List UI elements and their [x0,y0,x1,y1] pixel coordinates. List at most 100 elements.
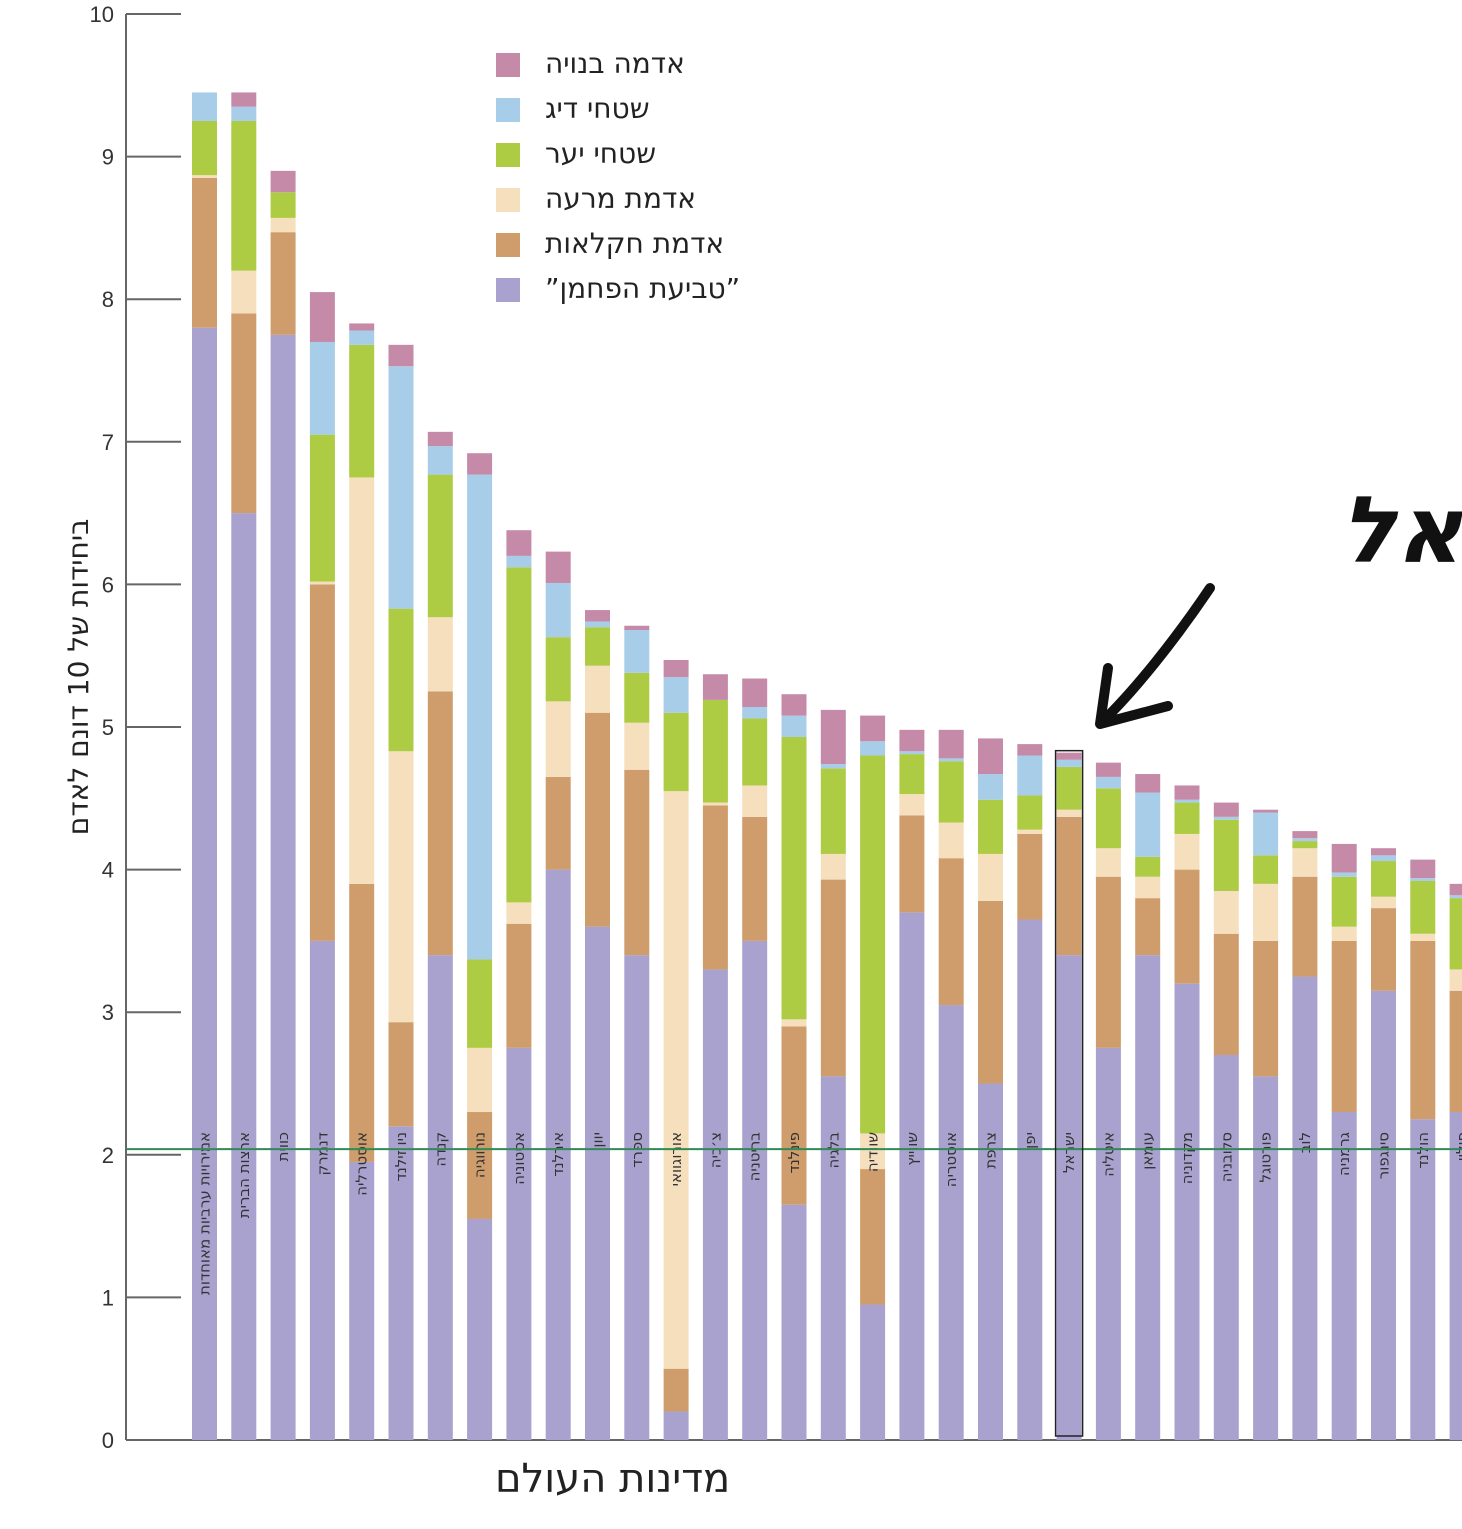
highlight-box [1054,749,1084,1437]
bar-segment-forest [938,761,964,823]
bar-segment-built [938,729,964,759]
bar-segment-footprint [1095,1047,1121,1440]
bar-segment-footprint [978,1083,1003,1440]
bar-segment-pasture [309,581,335,585]
israel-annotation-label: ישראל [1340,477,1462,584]
category-label: ישראל [1060,1132,1078,1173]
bar-segment-agri [1371,908,1396,991]
category-label: עומאן [1139,1132,1157,1170]
bar-segment-fishing [1135,792,1161,857]
bar-segment-agri [742,816,768,941]
bar-segment-built [1174,785,1200,800]
bar-segment-built [781,694,807,716]
y-tick-label: 6 [102,572,114,597]
bar-segment-built [899,729,925,752]
bar-segment-built [978,738,1003,775]
y-tick-label: 5 [102,715,114,740]
bar-segment-pasture [1371,896,1396,909]
bar-segment-pasture [1213,890,1239,934]
category-label: שוודיה [864,1132,882,1172]
bar-segment-fishing [820,764,846,769]
legend-label: שטחי יער [545,137,656,170]
bar-segment-agri [1213,933,1239,1055]
bar-segment-footprint [624,955,650,1440]
bar-segment-pasture [1253,883,1279,941]
legend: אדמה בנויה שטחי דיג שטחי יער אדמת מרעה אדמת … [496,47,740,305]
bar-segment-fishing [1410,878,1436,882]
bar-segment-agri [270,232,296,335]
bar-segment-footprint [506,1047,532,1440]
legend-swatch-built [496,53,520,77]
bar-segment-agri [231,313,257,514]
bar-segment-footprint [585,926,610,1440]
bar-segment-footprint [1017,919,1043,1440]
bar-segment-footprint [1056,955,1082,1440]
bar-segment-pasture [506,902,532,924]
legend-swatch-forest [496,143,520,167]
bar-segment-forest [1213,819,1239,891]
y-tick-label: 0 [102,1428,114,1453]
category-label: סלובניה [1217,1132,1235,1182]
bar-segment-forest [585,627,610,666]
y-tick-label: 9 [102,145,114,170]
bar-segment-built [1056,752,1082,760]
bar-segment-pasture [467,1047,493,1113]
bar-segment-built [742,678,768,708]
bar-segment-agri [781,1026,807,1205]
category-label: אוסטריה [942,1132,960,1187]
bar-segment-built [1292,831,1318,839]
category-label: אירלנד [549,1132,567,1177]
bar-segment-footprint [349,1161,375,1440]
y-tick-label: 2 [102,1143,114,1168]
bar-segment-agri [1056,816,1082,956]
bar-segment-pasture [545,701,571,777]
bar-segment-pasture [624,722,650,770]
bar-segment-footprint [309,940,335,1440]
bar-segment-pasture [702,802,728,806]
bar-segment-footprint [1213,1054,1239,1440]
bar-segment-forest [702,699,728,803]
bar-segment-built [860,715,886,742]
bar-segment-fishing [1017,755,1043,796]
bar-segment-fishing [467,474,493,960]
legend-swatch-pasture [496,188,520,212]
bar-segment-agri [1292,876,1318,977]
bar-segment-footprint [231,513,257,1440]
bar-segment-pasture [820,853,846,880]
category-label: כווית [274,1132,292,1161]
bar-segment-pasture [1017,829,1043,834]
bar-segment-agri [1017,833,1043,920]
bar-segment-fishing [1056,759,1082,767]
bar-segment-forest [1095,788,1121,849]
bar-segment-forest [820,768,846,854]
category-label: צרפת [982,1132,1000,1169]
bar-segment-pasture [1331,926,1357,941]
y-tick-label: 4 [102,858,114,883]
bar-segment-forest [742,718,768,786]
bar-segment-fishing [1449,895,1462,899]
bar-segment-pasture [1095,848,1121,877]
bar-segment-fishing [978,774,1003,800]
legend-swatch-fishing [496,98,520,122]
category-label: פולין [1453,1132,1462,1161]
bar-segment-forest [1371,861,1396,897]
bar-segment-agri [899,815,925,913]
bar-segment-fishing [585,621,610,628]
bar-segment-built [467,453,493,475]
bar-segment-forest [427,474,453,618]
bar-segment-built [585,610,610,622]
bar-segment-footprint [1174,983,1200,1440]
bar-segment-pasture [388,751,414,1023]
bar-segment-forest [781,736,807,1020]
x-axis-label: מדינות העולם [495,1456,730,1502]
bar-segment-pasture [427,617,453,692]
y-tick-label: 10 [90,2,114,27]
bar-segment-agri [467,1112,493,1219]
category-label: אורוגוואי [667,1132,685,1186]
category-label: הולנד [1414,1132,1432,1169]
bar-segment-built [506,530,532,556]
legend-label: אדמה בנויה [545,47,685,80]
category-label: בלגיה [824,1132,842,1169]
bar-segment-agri [820,879,846,1077]
bar-segment-pasture [1449,969,1462,991]
